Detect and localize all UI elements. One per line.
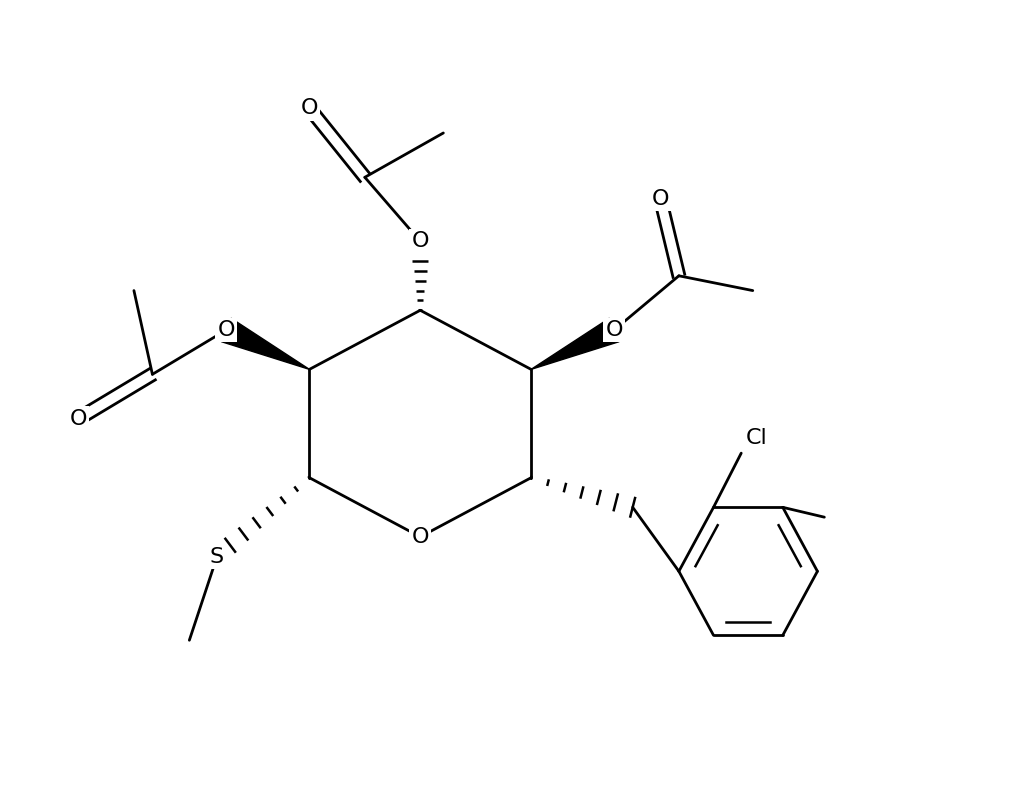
Text: O: O xyxy=(651,189,670,209)
Polygon shape xyxy=(531,318,619,370)
Text: S: S xyxy=(210,547,225,567)
Text: O: O xyxy=(217,320,235,340)
Text: Cl: Cl xyxy=(746,428,767,448)
Text: O: O xyxy=(606,320,623,340)
Text: O: O xyxy=(70,409,87,429)
Text: O: O xyxy=(411,232,429,251)
Text: O: O xyxy=(411,527,429,547)
Polygon shape xyxy=(221,318,310,370)
Text: O: O xyxy=(301,98,318,118)
